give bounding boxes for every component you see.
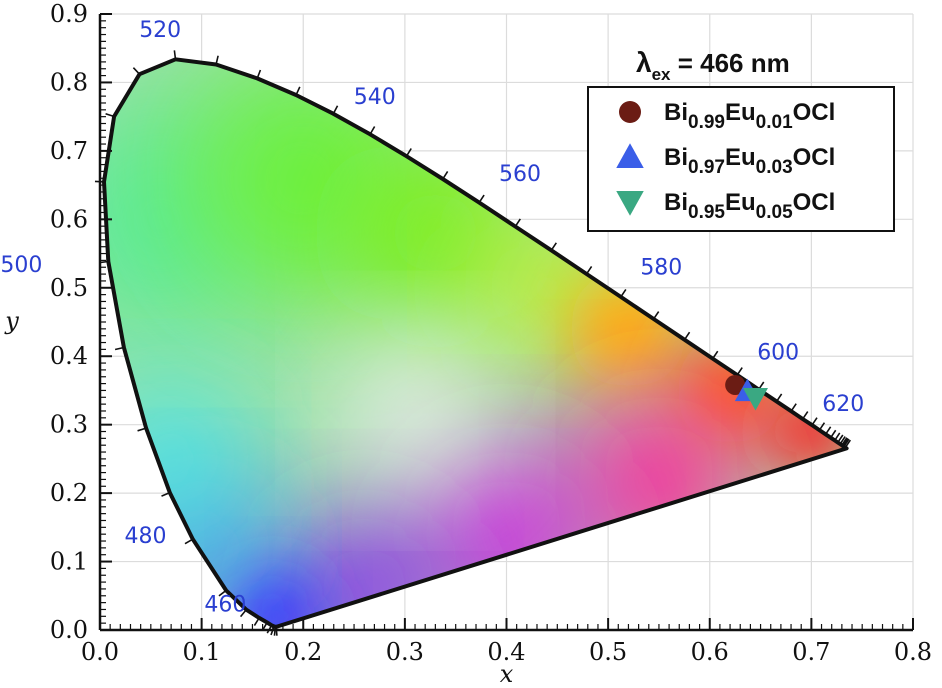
locus-tick [478, 194, 485, 204]
locus-tick [215, 55, 219, 65]
locus-tick [824, 426, 832, 435]
locus-tick [442, 171, 449, 180]
y-tick-label: 0.5 [50, 274, 88, 302]
locus-tick [843, 438, 850, 448]
y-axis-label: y [4, 307, 19, 335]
locus-tick [802, 411, 809, 420]
legend: λex = 466 nm Bi0.99Eu0.01OCl Bi0.97Eu0.03… [587, 47, 895, 232]
locus-tick [239, 609, 247, 618]
locus-tick [218, 589, 227, 597]
legend-marker-circle [619, 101, 641, 123]
x-tick-label: 0.5 [589, 638, 627, 666]
y-tick-label: 0.7 [50, 137, 88, 165]
spectral-locus-outline [102, 57, 849, 629]
locus-tick [295, 86, 301, 96]
wavelength-label: 460 [204, 592, 246, 617]
locus-tick [253, 617, 260, 626]
locus-tick [105, 112, 115, 118]
legend-marker-triangle-up [616, 143, 644, 168]
legend-entry-label: Bi0.99Eu0.01OCl [664, 99, 835, 133]
locus-tick [844, 439, 852, 448]
locus-tick [132, 67, 141, 75]
y-tick-label: 0.9 [50, 0, 88, 28]
y-tick-label: 0.4 [50, 342, 88, 370]
locus-tick [620, 289, 627, 298]
wavelength-label: 480 [124, 524, 166, 549]
x-tick-label: 0.1 [183, 638, 221, 666]
wavelength-label: 620 [822, 392, 864, 417]
wavelength-label: 560 [499, 162, 541, 187]
wavelength-labels: 460 480 500 520 540 560 580 600 620 [0, 18, 864, 617]
locus-tick [137, 427, 147, 432]
x-tick-label: 0.4 [487, 638, 525, 666]
locus-tick [830, 429, 837, 439]
locus-tick [811, 417, 818, 426]
locus-tick [514, 218, 521, 227]
data-point-circle [725, 374, 746, 395]
locus-tick [652, 311, 660, 320]
gamut-color-blob [568, 389, 749, 570]
y-tick-label: 0.8 [50, 68, 88, 96]
wavelength-label: 500 [0, 253, 42, 278]
legend-marker-triangle-down [616, 191, 644, 216]
data-point-triangle-down [742, 387, 768, 411]
locus-tick [712, 350, 719, 360]
gamut-color-blob [284, 508, 445, 627]
y-tick-label: 0.0 [50, 616, 88, 644]
wavelength-label: 540 [354, 85, 396, 110]
wavelength-label: 520 [139, 18, 181, 43]
wavelength-label: 600 [757, 340, 799, 365]
y-tick-label: 0.1 [50, 548, 88, 576]
x-tick-label: 0.2 [284, 638, 322, 666]
locus-tick [405, 148, 412, 157]
locus-tick [550, 242, 557, 251]
x-tick-label: 0.8 [894, 638, 932, 666]
locus-tick [837, 434, 844, 443]
x-axis-label: x [500, 660, 514, 688]
legend-entry-label: Bi0.97Eu0.03OCl [664, 144, 835, 178]
locus-tick [585, 266, 593, 275]
wavelength-label: 580 [640, 256, 682, 281]
legend-entries: Bi0.99Eu0.01OCl Bi0.97Eu0.03OCl Bi0.95Eu0.… [616, 99, 835, 223]
legend-title: λex = 466 nm [636, 47, 790, 84]
gamut-color-blob [345, 340, 486, 481]
locus-tick [256, 69, 262, 79]
x-tick-label: 0.6 [691, 638, 729, 666]
x-tick-label: 0.7 [792, 638, 830, 666]
gamut-color-blob [104, 388, 242, 529]
y-tick-label: 0.3 [50, 411, 88, 439]
locus-tick [842, 438, 849, 447]
data-points [725, 374, 768, 411]
locus-tick [114, 346, 125, 351]
locus-tick [161, 491, 171, 497]
locus-tick [834, 432, 841, 441]
x-tick-label: 0.3 [386, 638, 424, 666]
y-tick-label: 0.6 [50, 205, 88, 233]
locus-tick [839, 436, 846, 445]
legend-entry-label: Bi0.95Eu0.05OCl [664, 189, 835, 223]
locus-tick [790, 403, 797, 412]
locus-tick [818, 422, 826, 431]
axes: 0.0 0.1 0.2 0.3 0.4 0.5 0.6 0.7 0.8 0.0 0.1 0.2 0.3 0… [4, 0, 932, 688]
locus-tick [369, 126, 376, 135]
locus-tick [841, 437, 848, 446]
x-tick-label: 0.0 [81, 638, 119, 666]
locus-tick [184, 538, 194, 545]
y-tick-label: 0.2 [50, 479, 88, 507]
locus-tick [332, 105, 339, 115]
locus-tick [173, 50, 177, 60]
locus-tick [736, 367, 743, 376]
locus-tick [683, 331, 691, 341]
locus-tick [775, 393, 783, 402]
